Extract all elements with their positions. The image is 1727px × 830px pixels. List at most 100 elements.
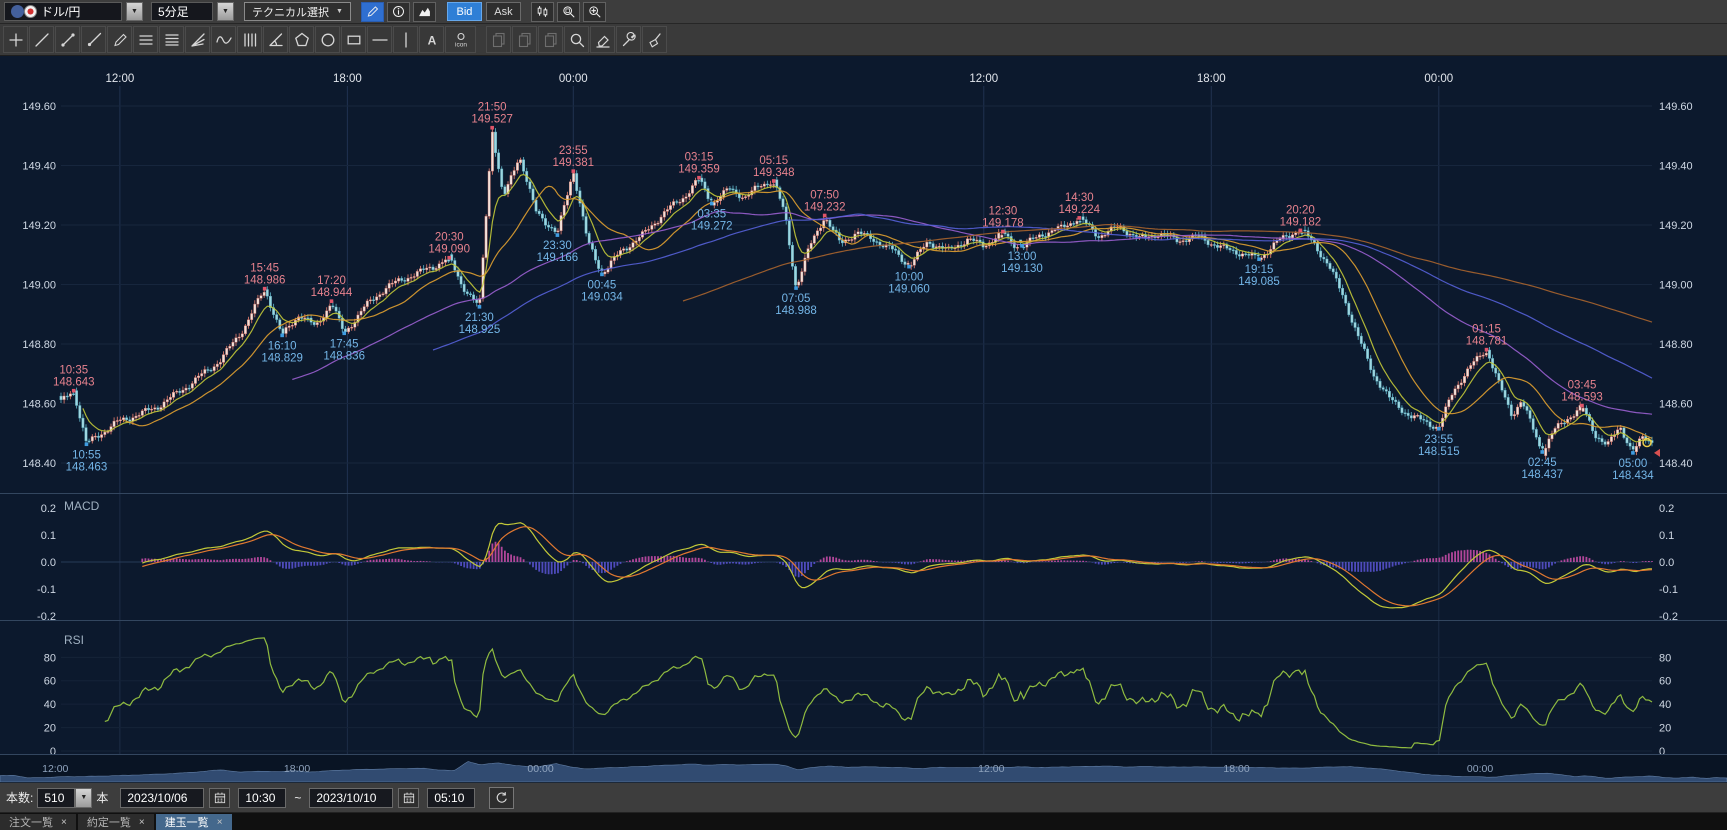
- price-axis-label-left: 148.60: [22, 399, 56, 411]
- bottom-tab-1[interactable]: 約定一覧 ×: [77, 814, 154, 830]
- svg-text:148.986: 148.986: [244, 275, 286, 287]
- bars-unit-label: 本: [96, 791, 109, 805]
- tab-close-icon[interactable]: ×: [216, 816, 223, 828]
- zoom-select-tool-button[interactable]: [564, 26, 589, 53]
- ellipse-tool-button[interactable]: [315, 26, 340, 53]
- horizontal-line-tool-button[interactable]: [367, 26, 392, 53]
- bid-button[interactable]: Bid: [446, 2, 482, 21]
- high-marker: [1077, 216, 1082, 220]
- bars-count-select[interactable]: 510 ▼: [37, 787, 93, 808]
- freehand-pencil-tool-button[interactable]: [107, 26, 132, 53]
- duplicate-object-tool-button[interactable]: [512, 26, 537, 53]
- svg-text:05:00: 05:00: [1619, 458, 1648, 470]
- jp-flag-icon: [24, 5, 37, 18]
- svg-text:00:45: 00:45: [588, 279, 617, 291]
- ray-line-tool-button[interactable]: [81, 26, 106, 53]
- svg-text:148.643: 148.643: [53, 377, 95, 389]
- navigator-time-label: 12:00: [42, 763, 68, 775]
- high-marker: [490, 125, 494, 130]
- navigator-overview[interactable]: 12:00 18:00 00:00 12:00 18:00 00:00: [0, 755, 1727, 782]
- technical-select-button[interactable]: テクニカル選択 ▼: [244, 2, 351, 21]
- time-zones-tool-button[interactable]: [237, 26, 262, 53]
- current-price-marker: [1654, 448, 1660, 457]
- info-button[interactable]: [386, 1, 410, 22]
- svg-text:A: A: [427, 33, 436, 47]
- bars-count-dropdown-button[interactable]: ▼: [75, 787, 93, 808]
- rsi-chart[interactable]: 80 80 60 60 40 40 20 20 0 0: [0, 621, 1727, 754]
- vertical-line-tool-button[interactable]: [393, 26, 418, 53]
- svg-text:23:30: 23:30: [543, 240, 572, 252]
- svg-text:149.178: 149.178: [982, 218, 1024, 230]
- date-from-input[interactable]: 2023/10/06: [120, 787, 205, 808]
- tab-label: 約定一覧: [86, 817, 131, 829]
- trendline-tool-button[interactable]: [29, 26, 54, 53]
- svg-text:16:10: 16:10: [268, 340, 297, 352]
- object-settings-tool-button[interactable]: [616, 26, 641, 53]
- price-axis-label-right: 148.80: [1659, 339, 1693, 351]
- macd-axis-label-left: 0.2: [41, 503, 56, 515]
- svg-text:148.925: 148.925: [459, 324, 501, 336]
- svg-text:148.515: 148.515: [1418, 446, 1460, 458]
- candlestick-chart[interactable]: 12:00 18:00 00:00 12:00 18:00 00:00 149.60 149.…: [0, 56, 1727, 493]
- macd-panel[interactable]: MACD 0.2 0.2 0.1 0.1 0.0 0.0 -0.1 -0.1 -0.2 -0.2: [0, 494, 1727, 621]
- undo-button[interactable]: [489, 786, 515, 809]
- zoom-area-button[interactable]: [556, 1, 580, 22]
- chart-style-button[interactable]: [412, 1, 436, 22]
- timeframe-selector[interactable]: 5分足: [151, 2, 213, 21]
- icon-stamp-tool-button[interactable]: icon: [445, 26, 476, 53]
- eraser-tool-button[interactable]: [590, 26, 615, 53]
- tab-close-icon[interactable]: ×: [61, 816, 67, 828]
- svg-text:10:00: 10:00: [895, 272, 924, 284]
- svg-text:03:35: 03:35: [697, 209, 726, 221]
- svg-text:148.988: 148.988: [775, 305, 817, 317]
- fibonacci-retracement-tool-button[interactable]: [133, 26, 158, 53]
- svg-text:149.034: 149.034: [581, 291, 623, 303]
- paste-object-tool-button[interactable]: [538, 26, 563, 53]
- candles-layer: [59, 127, 1654, 460]
- text-tool-button[interactable]: A: [419, 26, 444, 53]
- svg-text:20:20: 20:20: [1286, 204, 1315, 216]
- date-to-input[interactable]: 2023/10/10: [309, 787, 394, 808]
- rsi-axis-label-right: 80: [1659, 652, 1671, 664]
- calendar-to-button[interactable]: [398, 787, 420, 808]
- tab-close-icon[interactable]: ×: [138, 816, 145, 828]
- svg-text:07:50: 07:50: [810, 189, 839, 201]
- time-from-input[interactable]: 10:30: [238, 787, 287, 808]
- rsi-axis-label-left: 20: [44, 723, 56, 735]
- rectangle-tool-button[interactable]: [341, 26, 366, 53]
- zoom-in-button[interactable]: [582, 1, 606, 22]
- chart-navigator[interactable]: 12:00 18:00 00:00 12:00 18:00 00:00: [0, 755, 1727, 783]
- bottom-tab-0[interactable]: 注文一覧 ×: [0, 814, 76, 830]
- main-chart-panel[interactable]: 12:00 18:00 00:00 12:00 18:00 00:00 149.60 149.…: [0, 56, 1727, 494]
- copy-object-tool-button[interactable]: [486, 26, 511, 53]
- svg-text:149.166: 149.166: [537, 252, 579, 264]
- rsi-axis-label-left: 80: [44, 652, 56, 664]
- candle-type-button[interactable]: [530, 1, 554, 22]
- pair-selector[interactable]: ドル/円: [4, 2, 122, 21]
- trend-angle-tool-button[interactable]: [263, 26, 288, 53]
- svg-text:149.381: 149.381: [553, 157, 595, 169]
- draw-mode-button[interactable]: [360, 1, 384, 22]
- bottom-tab-2[interactable]: 建玉一覧 ×: [155, 814, 232, 830]
- calendar-from-button[interactable]: [209, 787, 231, 808]
- rsi-panel[interactable]: RSI 80 80 60 60 40 40 20 20 0 0: [0, 621, 1727, 755]
- ask-button[interactable]: Ask: [485, 2, 521, 21]
- wave-tool-button[interactable]: [211, 26, 236, 53]
- clear-all-tool-button[interactable]: [642, 26, 667, 53]
- svg-text:02:45: 02:45: [1528, 457, 1557, 469]
- rsi-axis-label-left: 60: [44, 676, 56, 688]
- low-marker: [600, 272, 604, 277]
- timeframe-dropdown-button[interactable]: ▼: [217, 2, 234, 21]
- navigator-time-label: 12:00: [978, 763, 1004, 775]
- time-to-input[interactable]: 05:10: [427, 787, 476, 808]
- line-segment-tool-button[interactable]: [55, 26, 80, 53]
- crosshair-tool-button[interactable]: [3, 26, 28, 53]
- rsi-axis-label-right: 20: [1659, 723, 1671, 735]
- pair-dropdown-button[interactable]: ▼: [126, 2, 143, 21]
- navigator-time-label: 18:00: [1223, 763, 1249, 775]
- gann-fan-tool-button[interactable]: [185, 26, 210, 53]
- macd-chart[interactable]: 0.2 0.2 0.1 0.1 0.0 0.0 -0.1 -0.1 -0.2 -0.2: [0, 494, 1727, 620]
- bars-count-value: 510: [37, 787, 76, 808]
- pentagon-tool-button[interactable]: [289, 26, 314, 53]
- fibonacci-levels-tool-button[interactable]: [159, 26, 184, 53]
